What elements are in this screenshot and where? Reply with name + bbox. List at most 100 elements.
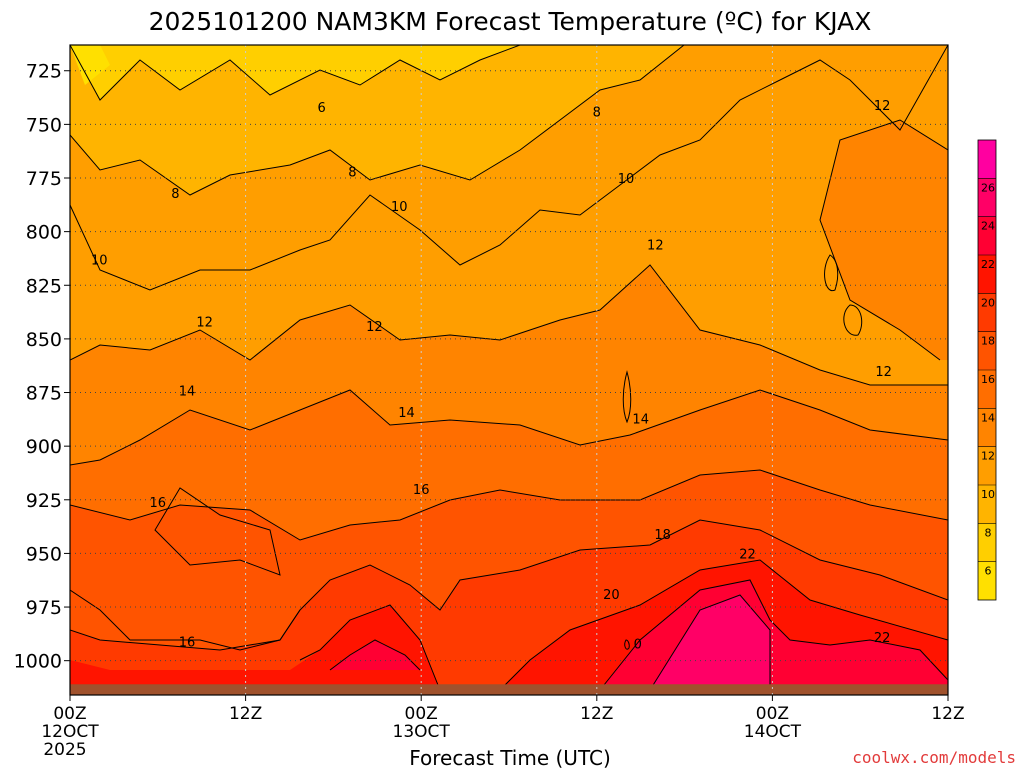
y-tick-label: 950 bbox=[26, 543, 62, 565]
contour-label: 6 bbox=[318, 101, 326, 116]
contour-labels: 6 8 8 8 10 10 10 12 12 12 12 12 14 14 14 16 16 16 18 20 22 22… bbox=[91, 99, 892, 652]
contour-label: 12 bbox=[366, 320, 383, 335]
band-22-24 bbox=[330, 580, 948, 695]
contour-label: 8 bbox=[171, 187, 179, 202]
y-tick-label: 825 bbox=[26, 275, 62, 297]
y-tick-label: 975 bbox=[26, 597, 62, 619]
credit-link[interactable]: coolwx.com/models bbox=[852, 748, 1016, 767]
x-tick-year: 2025 bbox=[43, 740, 86, 760]
temperature-fill-area bbox=[70, 45, 948, 695]
colorbar-tick-label: 12 bbox=[981, 450, 995, 463]
colorbar-swatch bbox=[978, 255, 996, 294]
colorbar-tick-label: 20 bbox=[981, 296, 995, 309]
y-tick-label: 800 bbox=[26, 222, 62, 244]
contour-label: 10 bbox=[618, 172, 635, 187]
colorbar-tick-label: 24 bbox=[981, 220, 995, 233]
contour-label: 8 bbox=[348, 166, 356, 181]
contour-label: 14 bbox=[398, 406, 415, 421]
contour-10 bbox=[70, 45, 948, 291]
x-tick-label: 00Z bbox=[405, 704, 438, 724]
plot-frame bbox=[69, 44, 949, 696]
y-tick-label: 725 bbox=[26, 61, 62, 83]
contour-label: 16 bbox=[179, 635, 196, 650]
colorbar-swatch bbox=[978, 216, 996, 255]
colorbar-tick-label: 26 bbox=[981, 181, 995, 194]
band-24-26 bbox=[650, 595, 770, 690]
contour-label: 14 bbox=[632, 412, 649, 427]
contour-14-island bbox=[622, 370, 632, 424]
colorbar-swatch bbox=[978, 178, 996, 217]
colorbar-tick-label: 8 bbox=[985, 526, 992, 539]
contour-label: 22 bbox=[739, 547, 756, 562]
contour-label: 16 bbox=[150, 496, 167, 511]
contour-label: 0 bbox=[634, 638, 642, 653]
chart-title: 2025101200 NAM3KM Forecast Temperature (… bbox=[149, 7, 872, 36]
contour-14 bbox=[70, 389, 948, 466]
colorbar-tick-label: 16 bbox=[981, 373, 995, 386]
y-tick-label: 775 bbox=[26, 168, 62, 190]
x-tick-label: 12Z bbox=[580, 704, 613, 724]
contour-20 bbox=[299, 559, 948, 691]
contour-label: 22 bbox=[874, 631, 891, 646]
colorbar-swatch bbox=[978, 485, 996, 524]
x-tick-date: 12OCT bbox=[41, 722, 99, 742]
x-tick-label: 00Z bbox=[53, 704, 86, 724]
contour-24 bbox=[649, 594, 771, 691]
contour-6 bbox=[70, 45, 521, 101]
x-tick-label: 00Z bbox=[756, 704, 789, 724]
contour-label: 18 bbox=[654, 528, 671, 543]
contour-label: 14 bbox=[179, 384, 196, 399]
x-tick-date: 14OCT bbox=[744, 722, 802, 742]
contour-label: 10 bbox=[391, 200, 408, 215]
contour-18 bbox=[70, 519, 948, 651]
y-tick-label: 875 bbox=[26, 383, 62, 405]
colorbar-swatch bbox=[978, 370, 996, 409]
colorbar: 6 8 10 12 14 16 18 20 22 24 26 bbox=[977, 139, 997, 601]
contour-lines bbox=[70, 45, 948, 691]
colorbar-swatch bbox=[978, 408, 996, 447]
contour-label: 12 bbox=[196, 316, 213, 331]
contour-label: 16 bbox=[413, 483, 430, 498]
contour-12 bbox=[70, 119, 948, 386]
colorbar-tick-label: 10 bbox=[981, 488, 995, 501]
contour-label: 12 bbox=[647, 239, 664, 254]
band-6-8 bbox=[70, 45, 520, 100]
contour-label: 20 bbox=[603, 588, 620, 603]
y-axis: 725 750 775 800 825 850 875 900 925 950 975 1000 bbox=[14, 61, 70, 673]
ground-surface bbox=[70, 684, 948, 695]
x-tick-label: 12Z bbox=[931, 704, 964, 724]
contour-12-island-2 bbox=[843, 304, 863, 336]
contour-22 bbox=[329, 579, 948, 691]
band-8-10 bbox=[70, 45, 684, 195]
colorbar-swatch bbox=[978, 331, 996, 370]
y-tick-label: 1000 bbox=[14, 651, 62, 673]
y-tick-label: 925 bbox=[26, 490, 62, 512]
contour-8 bbox=[70, 45, 685, 196]
contour-16-pocket bbox=[154, 487, 281, 576]
contour-16 bbox=[70, 469, 948, 541]
colorbar-swatch bbox=[978, 293, 996, 332]
y-tick-label: 900 bbox=[26, 436, 62, 458]
colorbar-tick-label: 18 bbox=[981, 335, 995, 348]
x-tick-date: 13OCT bbox=[393, 722, 451, 742]
contour-label: 12 bbox=[875, 365, 892, 380]
contour-label: 12 bbox=[874, 99, 891, 114]
band-4-6 bbox=[70, 45, 110, 85]
colorbar-tick-label: 6 bbox=[985, 565, 992, 578]
colorbar-swatch bbox=[978, 446, 996, 485]
y-tick-label: 850 bbox=[26, 329, 62, 351]
contour-label: 10 bbox=[91, 254, 108, 269]
colorbar-swatch bbox=[978, 561, 996, 600]
contour-label: 8 bbox=[593, 106, 601, 121]
colorbar-tick-label: 22 bbox=[981, 258, 995, 271]
x-axis-label: Forecast Time (UTC) bbox=[409, 746, 611, 768]
contour-small-loop bbox=[624, 639, 630, 650]
contour-12-island bbox=[824, 254, 839, 292]
colorbar-swatch bbox=[978, 523, 996, 562]
colorbar-swatch bbox=[978, 140, 996, 179]
y-tick-label: 750 bbox=[26, 114, 62, 136]
colorbar-tick-label: 14 bbox=[981, 411, 995, 424]
x-tick-label: 12Z bbox=[229, 704, 262, 724]
